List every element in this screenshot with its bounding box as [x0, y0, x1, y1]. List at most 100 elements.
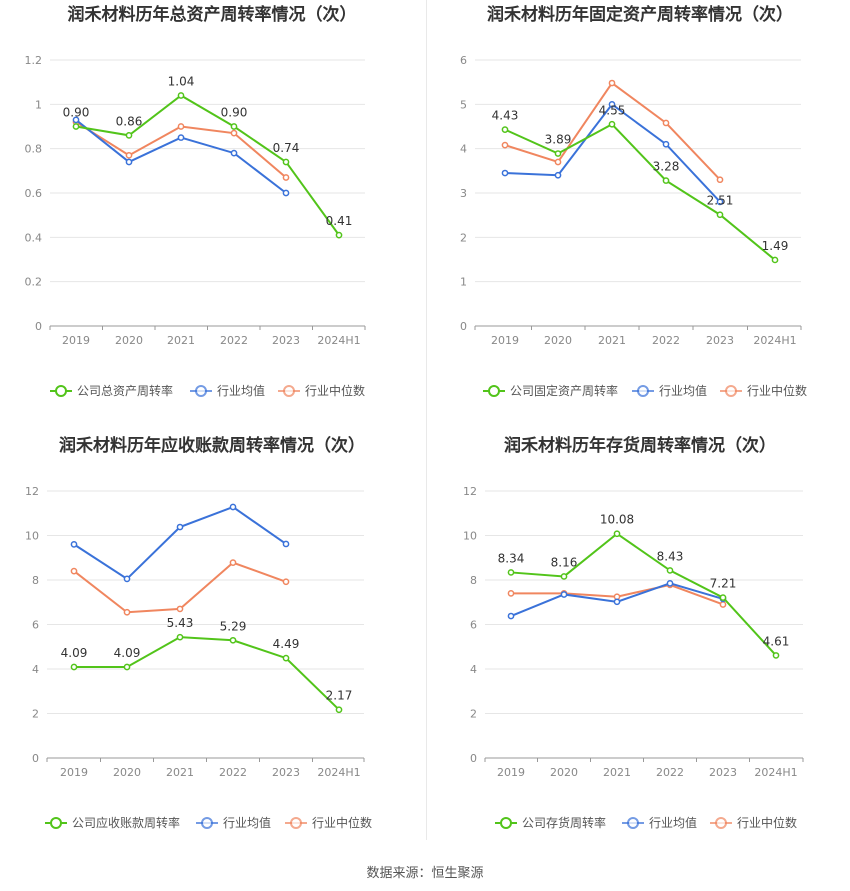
legend-marker — [488, 385, 500, 397]
data-point — [123, 663, 131, 671]
x-tick-label: 2024H1 — [317, 766, 360, 779]
data-label: 0.86 — [116, 114, 143, 128]
x-tick-label: 2019 — [62, 334, 90, 347]
y-tick-label: 0 — [470, 752, 477, 765]
data-point — [282, 189, 290, 197]
data-label: 8.34 — [498, 551, 525, 565]
data-point — [771, 256, 779, 264]
data-label: 0.90 — [63, 106, 90, 120]
data-label: 5.43 — [167, 616, 194, 630]
data-point — [719, 601, 727, 608]
data-point — [177, 92, 185, 99]
y-tick-label: 6 — [460, 54, 467, 67]
series-line-2 — [73, 561, 287, 614]
data-point — [716, 211, 724, 219]
x-tick-label: 2021 — [166, 766, 194, 779]
data-point — [501, 141, 509, 149]
y-tick-label: 5 — [460, 98, 467, 111]
chart-panel-3: 润禾材料历年应收账款周转率情况（次） 0 2 4 6 8 10 12 2019 2020 2021 2… — [25, 435, 372, 830]
data-point — [176, 523, 184, 531]
legend-label: 行业均值 — [223, 815, 271, 830]
data-label: 4.43 — [492, 109, 519, 123]
legend-label: 公司存货周转率 — [522, 815, 606, 830]
data-point — [282, 578, 290, 586]
data-label: 4.55 — [599, 103, 626, 117]
legend-label: 公司应收账款周转率 — [72, 815, 180, 830]
data-point — [560, 573, 568, 580]
chart-title: 润禾材料历年存货周转率情况（次） — [504, 435, 776, 456]
data-point — [507, 612, 515, 620]
data-point — [719, 594, 727, 601]
legend-label: 公司总资产周转率 — [77, 383, 173, 398]
data-point — [716, 176, 724, 184]
data-point — [230, 123, 238, 130]
data-point — [282, 654, 290, 662]
legend-marker — [715, 817, 727, 829]
data-point — [608, 79, 616, 87]
legend-label: 行业中位数 — [737, 815, 797, 830]
data-point — [608, 100, 616, 108]
data-point — [716, 198, 724, 206]
data-point — [335, 706, 343, 714]
x-tick-label: 2021 — [598, 334, 626, 347]
y-tick-label: 12 — [463, 485, 477, 498]
x-tick-label: 2024H1 — [317, 334, 360, 347]
data-label: 0.90 — [221, 106, 248, 120]
y-tick-label: 10 — [463, 530, 477, 543]
y-tick-label: 0 — [460, 320, 467, 333]
chart-title: 润禾材料历年固定资产周转率情况（次） — [487, 4, 793, 25]
y-tick-label: 2 — [460, 231, 467, 244]
data-label: 4.09 — [61, 646, 88, 660]
data-point — [176, 633, 184, 641]
y-tick-label: 0 — [32, 752, 39, 765]
y-tick-label: 12 — [25, 485, 39, 498]
legend-marker — [725, 385, 737, 397]
y-tick-label: 1 — [460, 276, 467, 289]
y-tick-label: 4 — [32, 663, 39, 676]
data-point — [666, 579, 674, 587]
data-point — [177, 123, 185, 130]
data-point — [125, 158, 133, 166]
data-point — [507, 569, 515, 576]
y-tick-label: 0 — [35, 320, 42, 333]
y-tick-label: 0.8 — [25, 143, 43, 156]
legend-marker — [201, 817, 213, 829]
data-label: 1.04 — [168, 74, 195, 88]
series-line-0 — [74, 636, 340, 711]
series-line-0 — [504, 123, 776, 261]
y-tick-label: 2 — [32, 708, 39, 721]
data-label: 4.61 — [763, 634, 790, 648]
data-point — [125, 132, 133, 139]
y-tick-label: 6 — [32, 619, 39, 632]
series-line-0 — [75, 94, 340, 236]
data-label: 8.43 — [657, 549, 684, 563]
y-tick-label: 1 — [35, 98, 42, 111]
data-point — [282, 174, 290, 181]
y-tick-label: 0.4 — [25, 231, 43, 244]
data-point — [230, 129, 238, 137]
legend-marker — [283, 385, 295, 397]
data-label: 4.09 — [114, 646, 141, 660]
data-point — [176, 605, 184, 613]
data-label: 0.41 — [326, 214, 353, 228]
chart-panel-2: 润禾材料历年固定资产周转率情况（次） 0 1 2 3 4 5 6 2019 2020 2021 202… — [460, 4, 807, 398]
data-label: 5.29 — [220, 619, 247, 633]
data-point — [125, 151, 133, 159]
legend-label: 行业中位数 — [305, 383, 365, 398]
chart-title: 润禾材料历年总资产周转率情况（次） — [68, 4, 357, 25]
data-point — [282, 158, 290, 166]
x-tick-label: 2023 — [272, 766, 300, 779]
data-point — [662, 119, 670, 127]
chart-panel-1: 润禾材料历年总资产周转率情况（次） 0 0.2 0.4 0.6 0.8 1 1.2 2019 20… — [25, 4, 366, 398]
data-point — [229, 559, 237, 566]
data-point — [123, 608, 131, 616]
data-label: 8.16 — [551, 555, 578, 569]
data-point — [662, 140, 670, 148]
y-tick-label: 8 — [470, 574, 477, 587]
y-tick-label: 1.2 — [25, 54, 43, 67]
data-point — [554, 150, 562, 157]
legend-marker — [55, 385, 67, 397]
data-label: 3.28 — [653, 160, 680, 174]
data-point — [72, 123, 80, 130]
x-tick-label: 2024H1 — [753, 334, 796, 347]
